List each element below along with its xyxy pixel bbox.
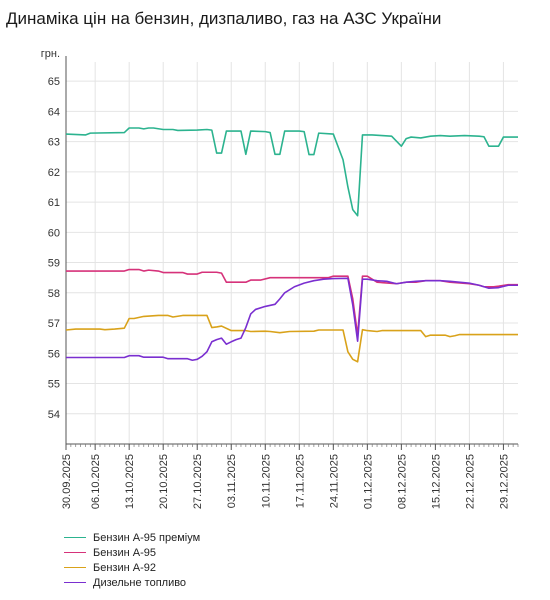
y-tick-label: 57 — [48, 318, 60, 330]
y-tick-label: 56 — [48, 348, 60, 360]
x-tick-label: 03.11.2025 — [226, 454, 238, 508]
y-tick-label: 61 — [48, 197, 60, 209]
x-tick-label: 27.10.2025 — [192, 454, 204, 509]
chart-title: Динаміка цін на бензин, дизпаливо, газ н… — [6, 9, 442, 28]
x-tick-label: 13.10.2025 — [124, 454, 136, 509]
legend: Бензин А-95 преміум Бензин А-95 Бензин А-9… — [64, 530, 200, 590]
legend-swatch — [64, 552, 86, 553]
y-tick-label: 54 — [48, 409, 60, 421]
y-tick-label: 60 — [48, 227, 60, 239]
x-tick-label: 01.12.2025 — [362, 454, 374, 509]
series-line-2 — [66, 268, 518, 336]
series-line-4 — [66, 277, 518, 362]
x-tick-label: 22.12.2025 — [464, 454, 476, 509]
legend-item: Дизельне топливо — [64, 575, 200, 590]
x-tick-label: 29.12.2025 — [498, 454, 510, 509]
legend-label: Бензин А-95 преміум — [93, 531, 201, 544]
legend-swatch — [64, 567, 86, 568]
legend-item: Бензин А-92 — [64, 560, 200, 575]
legend-label: Дизельне топливо — [93, 576, 187, 589]
y-tick-label: 65 — [48, 76, 60, 88]
x-tick-label: 17.11.2025 — [294, 454, 306, 508]
y-tick-label: 63 — [48, 137, 60, 149]
x-tick-label: 24.11.2025 — [328, 454, 340, 508]
x-tick-label: 15.12.2025 — [430, 454, 442, 509]
x-tick-label: 30.09.2025 — [61, 454, 73, 509]
y-tick-label: 55 — [48, 379, 60, 391]
legend-label: Бензин А-95 — [93, 546, 156, 559]
x-tick-label: 20.10.2025 — [158, 454, 170, 509]
series-line-3 — [65, 314, 518, 363]
y-axis-unit-label: грн. — [41, 48, 60, 60]
y-tick-label: 62 — [48, 167, 60, 179]
legend-swatch — [64, 537, 86, 538]
legend-swatch — [64, 582, 86, 583]
legend-item: Бензин А-95 — [64, 545, 200, 560]
x-tick-label: 06.10.2025 — [90, 454, 102, 509]
x-tick-label: 08.12.2025 — [396, 454, 408, 509]
x-tick-label: 10.11.2025 — [260, 454, 272, 508]
series-line-1 — [65, 127, 518, 217]
y-tick-label: 58 — [48, 288, 60, 300]
y-tick-label: 64 — [48, 106, 60, 118]
legend-item: Бензин А-95 преміум — [64, 530, 200, 545]
y-tick-label: 59 — [48, 258, 60, 270]
line-chart: 54 55 56 57 58 59 60 61 62 63 64 65 грн. 30.09.2025 06… — [41, 48, 519, 509]
legend-label: Бензин А-92 — [93, 561, 156, 574]
